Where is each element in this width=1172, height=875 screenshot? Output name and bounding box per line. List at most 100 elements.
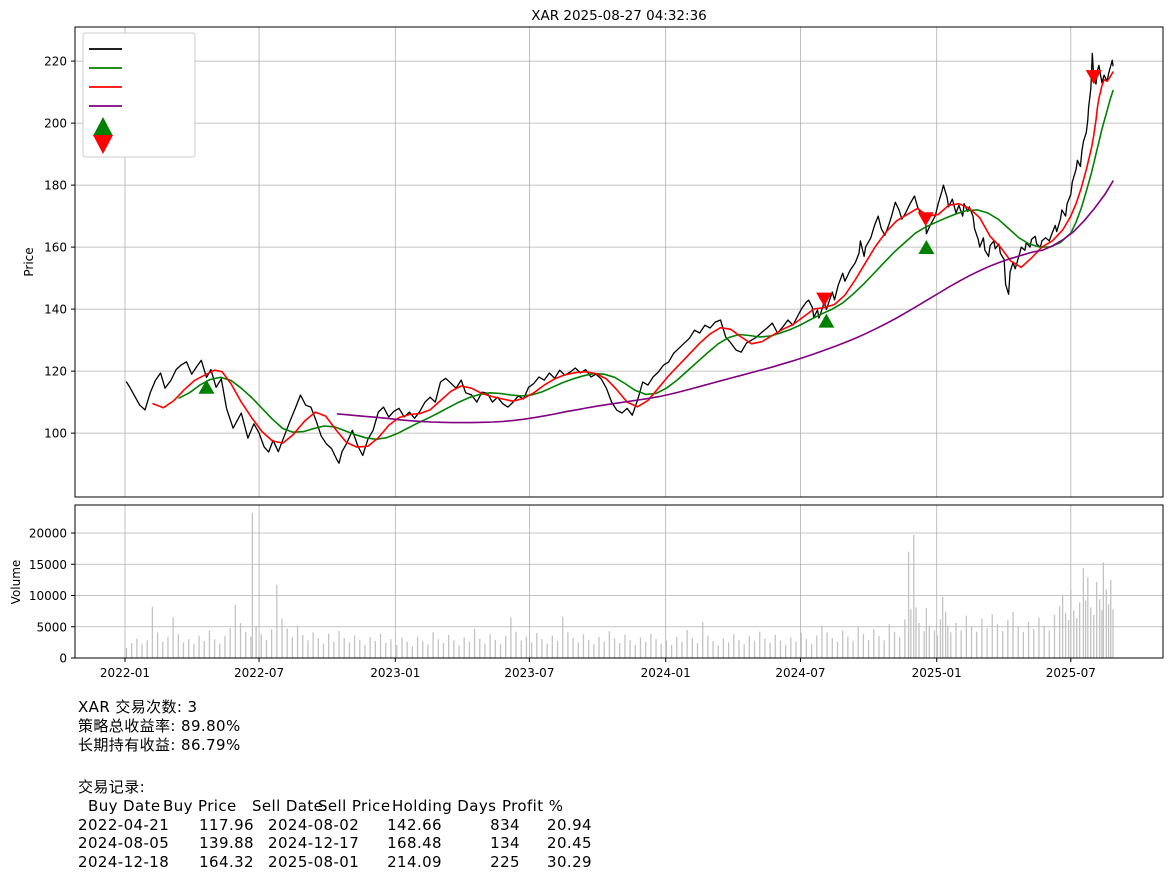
- volume-bar: [556, 641, 559, 658]
- volume-bar: [396, 644, 398, 658]
- volume-bar: [468, 641, 471, 658]
- tick-label: 2024-01: [641, 666, 691, 680]
- volume-bar: [795, 641, 797, 658]
- volume-bar: [950, 632, 952, 658]
- volume-bar: [670, 644, 673, 658]
- volume-bar: [291, 637, 294, 658]
- volume-bar: [769, 643, 771, 658]
- volume-bar: [427, 644, 429, 658]
- volume-bar: [925, 608, 928, 658]
- volume-bar: [928, 625, 930, 658]
- volume-bar: [805, 639, 808, 658]
- volume-bar: [738, 639, 740, 658]
- volume-bar: [915, 607, 917, 658]
- volume-bar: [655, 639, 657, 658]
- volume-bar: [448, 634, 450, 658]
- volume-bar: [255, 625, 257, 658]
- volume-bar: [1067, 619, 1070, 658]
- price-axis-label: Price: [22, 247, 36, 276]
- volume-bar: [676, 636, 678, 658]
- volume-bar: [816, 635, 818, 658]
- volume-bar: [733, 634, 735, 658]
- volume-bar: [878, 636, 880, 658]
- volume-bar: [1061, 594, 1064, 658]
- volume-bar: [933, 630, 936, 658]
- volume-bar: [369, 637, 371, 658]
- volume-bar: [1079, 602, 1081, 658]
- volume-bar: [717, 645, 719, 658]
- volume-bar: [296, 625, 299, 658]
- volume-bar: [322, 643, 325, 658]
- volume-bar: [494, 639, 496, 658]
- volume-bar: [458, 645, 460, 658]
- volume-bar: [981, 618, 983, 658]
- volume-bar: [686, 629, 688, 658]
- volume-bar: [172, 617, 174, 658]
- volume-bar: [1105, 589, 1107, 658]
- volume-axis-label: Volume: [9, 560, 23, 605]
- tick-label: 2025-01: [912, 666, 962, 680]
- volume-bar: [219, 643, 221, 658]
- volume-bar: [499, 644, 502, 658]
- volume-bar: [131, 643, 133, 658]
- volume-bar: [374, 641, 376, 658]
- volume-bar: [727, 642, 730, 658]
- volume-bar: [1107, 604, 1110, 658]
- volume-bar: [965, 615, 968, 658]
- volume-bar: [743, 644, 745, 658]
- volume-bar: [1096, 581, 1098, 658]
- tick-label: 160: [44, 241, 67, 255]
- volume-bar: [188, 639, 190, 658]
- volume-bar: [629, 640, 631, 658]
- volume-bar: [198, 635, 200, 658]
- volume-bar: [359, 639, 361, 658]
- volume-bar: [281, 618, 283, 658]
- volume-bar: [260, 634, 262, 658]
- volume-bar: [208, 630, 211, 658]
- volume-bar: [572, 638, 574, 658]
- trade-log-header: Buy Date Buy Price Sell Date Sell Price …: [78, 797, 592, 816]
- volume-bar: [276, 584, 278, 658]
- volume-bar: [432, 632, 434, 658]
- volume-bar: [401, 638, 403, 658]
- volume-bar: [888, 624, 890, 658]
- volume-bar: [800, 633, 802, 658]
- volume-bar: [1059, 606, 1061, 658]
- volume-bar: [810, 643, 813, 658]
- volume-bar: [660, 643, 662, 658]
- volume-bar: [234, 604, 237, 658]
- volume-bar: [343, 638, 345, 658]
- volume-bar: [613, 638, 616, 658]
- volume-bar: [842, 630, 844, 658]
- volume-bar: [1073, 610, 1075, 658]
- volume-bar: [1012, 611, 1014, 658]
- volume-bar: [250, 636, 252, 658]
- tick-label: 0: [59, 652, 67, 666]
- volume-bar: [1022, 631, 1025, 658]
- tick-label: 2025-07: [1046, 666, 1096, 680]
- volume-bar: [867, 639, 870, 658]
- volume-bar: [1064, 613, 1067, 658]
- summary-block: XAR 交易次数: 3 策略总收益率: 89.80% 长期持有收益: 86.79%: [78, 698, 241, 755]
- volume-bar: [764, 638, 766, 658]
- buy-marker: [198, 379, 215, 394]
- col-buy-date: Buy Date: [88, 797, 161, 815]
- trade-row: 2024-08-05 139.88 2024-12-17 168.48 134 …: [78, 834, 592, 853]
- volume-bar: [270, 629, 273, 658]
- volume-bar: [1093, 614, 1095, 658]
- volume-bar: [520, 640, 522, 658]
- volume-bar: [364, 644, 366, 658]
- volume-bar: [918, 623, 920, 658]
- trade-markers: [198, 70, 1102, 394]
- volume-bar: [182, 642, 185, 658]
- tick-label: 200: [44, 117, 67, 131]
- volume-bar: [955, 623, 957, 658]
- volume-bar: [722, 638, 725, 658]
- tick-label: 15000: [29, 558, 67, 572]
- volume-bar: [577, 642, 579, 658]
- volume-bar: [390, 639, 392, 658]
- volume-bar: [136, 638, 138, 658]
- volume-bar: [821, 625, 823, 658]
- trade-row: 2024-12-18 164.32 2025-08-01 214.09 225 …: [78, 852, 592, 871]
